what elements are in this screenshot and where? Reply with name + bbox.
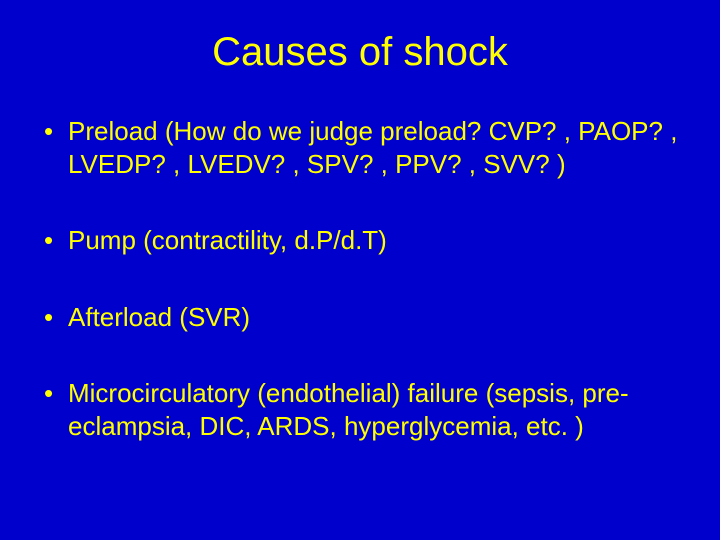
slide: Causes of shock Preload (How do we judge… xyxy=(0,0,720,540)
bullet-list: Preload (How do we judge preload? CVP? ,… xyxy=(40,115,680,442)
list-item: Afterload (SVR) xyxy=(40,301,680,334)
list-item: Preload (How do we judge preload? CVP? ,… xyxy=(40,115,680,180)
list-item: Microcirculatory (endothelial) failure (… xyxy=(40,377,680,442)
slide-title: Causes of shock xyxy=(40,30,680,75)
list-item: Pump (contractility, d.P/d.T) xyxy=(40,224,680,257)
